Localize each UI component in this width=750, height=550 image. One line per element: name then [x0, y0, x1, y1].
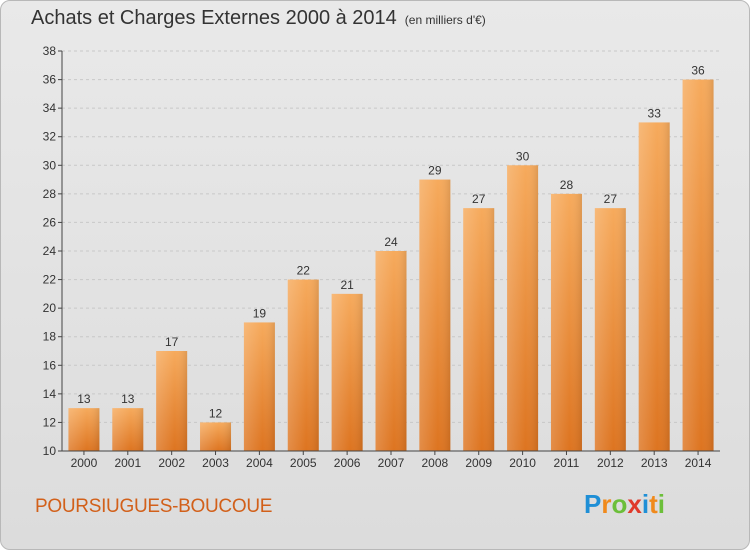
x-tick-label: 2002 — [158, 456, 185, 470]
y-tick-label: 26 — [43, 215, 57, 229]
y-tick-label: 14 — [43, 387, 57, 401]
bar-shade — [550, 193, 582, 451]
chart-title: Achats et Charges Externes 2000 à 2014 (e… — [31, 7, 486, 30]
y-tick-label: 32 — [43, 130, 57, 144]
y-tick-label: 28 — [43, 187, 57, 201]
data-label: 29 — [428, 164, 442, 178]
x-tick-label: 2014 — [685, 456, 712, 470]
bar-shade — [200, 422, 232, 451]
bar-shade — [375, 251, 407, 451]
bar-shade — [156, 351, 188, 451]
data-label: 27 — [604, 192, 618, 206]
proxiti-logo: Proxiti — [584, 489, 665, 520]
bar-shade — [594, 208, 626, 451]
bar-shade — [419, 179, 451, 452]
bar-shade — [682, 79, 714, 452]
x-tick-label: 2003 — [202, 456, 229, 470]
logo-letter: i — [657, 489, 665, 519]
data-label: 13 — [121, 392, 135, 406]
x-tick-label: 2000 — [71, 456, 98, 470]
logo-letter: x — [627, 489, 642, 519]
data-label: 19 — [253, 306, 267, 320]
chart-unit-note: (en milliers d'€) — [404, 13, 486, 27]
y-tick-label: 10 — [43, 444, 57, 458]
data-label: 24 — [384, 235, 398, 249]
y-tick-label: 22 — [43, 273, 57, 287]
bar-shade — [638, 122, 670, 451]
bar-shade — [331, 293, 363, 451]
y-tick-label: 12 — [43, 415, 57, 429]
y-tick-label: 24 — [43, 244, 57, 258]
x-tick-label: 2013 — [641, 456, 668, 470]
data-label: 28 — [560, 178, 574, 192]
bar-shade — [463, 208, 495, 451]
logo-letter: t — [649, 489, 658, 519]
chart-title-text: Achats et Charges Externes 2000 à 2014 — [31, 7, 397, 29]
data-label: 17 — [165, 335, 179, 349]
commune-name: POURSIUGUES-BOUCOUE — [35, 496, 273, 517]
y-tick-label: 18 — [43, 330, 57, 344]
x-tick-label: 2008 — [422, 456, 449, 470]
y-tick-label: 34 — [43, 101, 57, 115]
x-tick-label: 2005 — [290, 456, 317, 470]
y-tick-label: 20 — [43, 301, 57, 315]
bar-shade — [243, 322, 275, 451]
logo-letter: r — [601, 489, 612, 519]
logo-letter: o — [611, 489, 628, 519]
bar-shade — [507, 165, 539, 452]
x-tick-label: 2011 — [554, 456, 580, 470]
data-label: 30 — [516, 149, 530, 163]
x-tick-label: 2006 — [334, 456, 361, 470]
bar-shade — [287, 279, 319, 451]
bar-shade — [68, 408, 100, 451]
data-label: 27 — [472, 192, 486, 206]
bar-shade — [112, 408, 144, 451]
data-label: 36 — [691, 64, 705, 78]
x-tick-label: 2010 — [509, 456, 536, 470]
data-label: 12 — [209, 406, 223, 420]
data-label: 13 — [77, 392, 91, 406]
x-tick-label: 2009 — [465, 456, 492, 470]
data-label: 21 — [340, 278, 354, 292]
data-label: 33 — [648, 106, 662, 120]
y-tick-label: 16 — [43, 358, 57, 372]
y-tick-label: 36 — [43, 73, 57, 87]
logo-letter: P — [584, 489, 602, 519]
x-tick-label: 2012 — [597, 456, 624, 470]
x-tick-label: 2001 — [114, 456, 141, 470]
data-label: 22 — [297, 264, 311, 278]
y-tick-label: 30 — [43, 158, 57, 172]
x-tick-label: 2004 — [246, 456, 273, 470]
x-tick-label: 2007 — [378, 456, 405, 470]
logo-letter: i — [641, 489, 650, 519]
y-tick-label: 38 — [43, 44, 57, 58]
